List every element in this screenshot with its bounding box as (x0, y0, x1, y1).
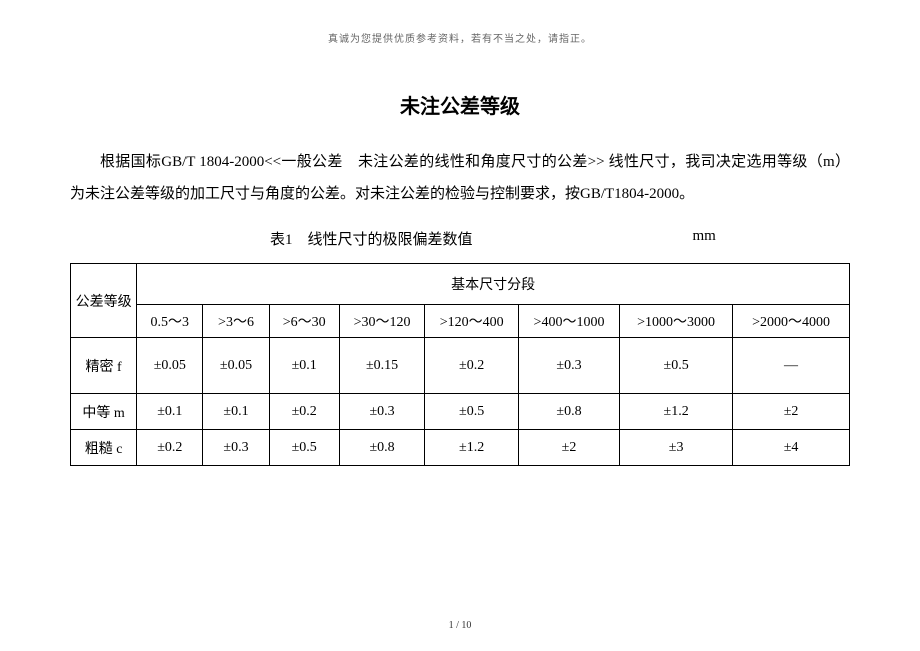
th-group: 基本尺寸分段 (137, 264, 850, 305)
cell: ±0.2 (425, 338, 518, 394)
cell: ±0.1 (137, 394, 203, 430)
th-corner: 公差等级 (71, 264, 137, 338)
cell: ±4 (733, 430, 850, 466)
row-label: 精密 f (71, 338, 137, 394)
cell: ±0.3 (518, 338, 619, 394)
th-range: 0.5～3 (137, 305, 203, 338)
cell: ±0.8 (518, 394, 619, 430)
cell: ±1.2 (425, 430, 518, 466)
th-ranges-row: 0.5～3 >3～6 >6～30 >30～120 >120～400 >400～1… (71, 305, 850, 338)
table-caption-unit: mm (693, 228, 716, 249)
cell: ±0.05 (203, 338, 269, 394)
cell: ±0.5 (269, 430, 339, 466)
header-note: 真诚为您提供优质参考资料，若有不当之处，请指正。 (70, 30, 850, 45)
cell: ±0.3 (339, 394, 425, 430)
th-range: >2000～4000 (733, 305, 850, 338)
table-caption: 表1 线性尺寸的极限偏差数值 mm (70, 228, 850, 249)
tolerance-table: 公差等级 基本尺寸分段 0.5～3 >3～6 >6～30 >30～120 >12… (70, 263, 850, 466)
th-range: >30～120 (339, 305, 425, 338)
table-row: 中等 m ±0.1 ±0.1 ±0.2 ±0.3 ±0.5 ±0.8 ±1.2 … (71, 394, 850, 430)
th-range: >400～1000 (518, 305, 619, 338)
cell: ±0.05 (137, 338, 203, 394)
cell: ±0.2 (137, 430, 203, 466)
cell: ±0.3 (203, 430, 269, 466)
row-label: 中等 m (71, 394, 137, 430)
cell: ±1.2 (620, 394, 733, 430)
cell: ±3 (620, 430, 733, 466)
table-caption-text: 表1 线性尺寸的极限偏差数值 (270, 228, 473, 249)
cell: ±0.15 (339, 338, 425, 394)
cell: ±0.1 (269, 338, 339, 394)
th-range: >120～400 (425, 305, 518, 338)
table-row: 粗糙 c ±0.2 ±0.3 ±0.5 ±0.8 ±1.2 ±2 ±3 ±4 (71, 430, 850, 466)
cell: ±0.8 (339, 430, 425, 466)
cell: ±0.2 (269, 394, 339, 430)
cell: ±0.5 (425, 394, 518, 430)
document-page: 真诚为您提供优质参考资料，若有不当之处，请指正。 未注公差等级 根据国标GB/T… (0, 0, 920, 466)
cell: ±2 (733, 394, 850, 430)
th-range: >6～30 (269, 305, 339, 338)
th-range: >3～6 (203, 305, 269, 338)
cell: ±0.5 (620, 338, 733, 394)
page-title: 未注公差等级 (70, 90, 850, 119)
table-row: 精密 f ±0.05 ±0.05 ±0.1 ±0.15 ±0.2 ±0.3 ±0… (71, 338, 850, 394)
cell: ±0.1 (203, 394, 269, 430)
row-label: 粗糙 c (71, 430, 137, 466)
page-footer: 1 / 10 (0, 620, 920, 631)
cell: — (733, 338, 850, 394)
intro-paragraph: 根据国标GB/T 1804-2000<<一般公差 未注公差的线性和角度尺寸的公差… (70, 147, 850, 210)
cell: ±2 (518, 430, 619, 466)
th-range: >1000～3000 (620, 305, 733, 338)
